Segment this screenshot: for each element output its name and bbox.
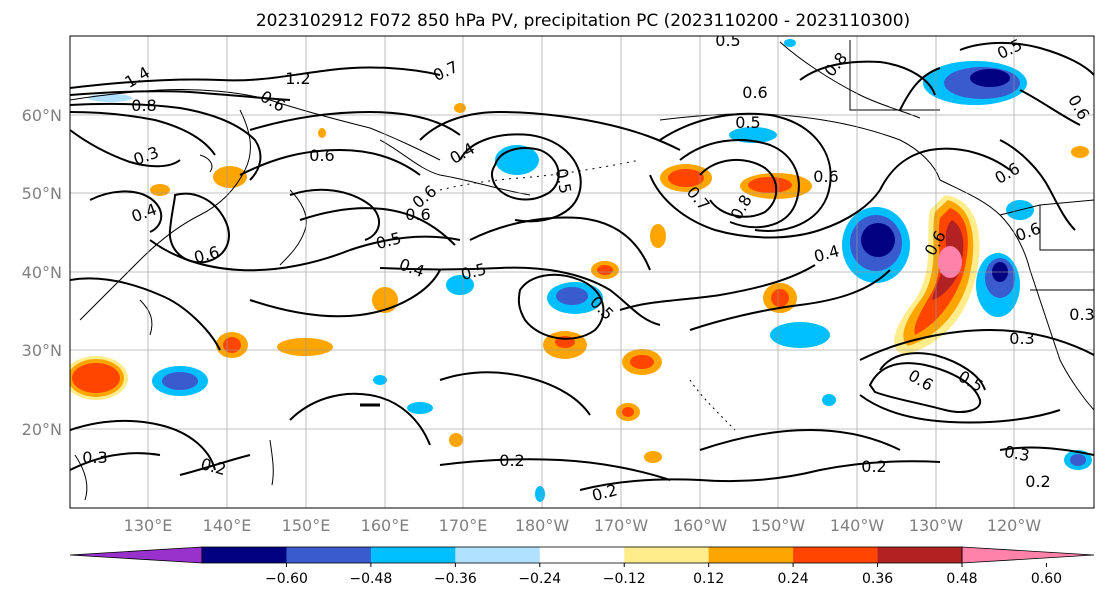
colorbar-tick-label: 0.36 [862, 571, 893, 587]
colorbar-ticks: −0.60 −0.48 −0.36 −0.24 −0.12 0.12 0.24 0.36 0.4… [265, 563, 1062, 587]
contour-label: 1.2 [285, 69, 310, 88]
contour-label: 0.2 [499, 451, 524, 470]
contour-label: 0.3 [82, 448, 107, 467]
lon-label: 170°W [594, 516, 649, 535]
contour-label: 0.5 [715, 31, 740, 50]
graticule [70, 36, 1094, 508]
contour-label: 0.6 [813, 167, 838, 186]
colorbar-segments [69, 546, 1095, 564]
lon-label: 150°E [282, 516, 331, 535]
contour-label: 0.8 [131, 96, 156, 115]
colorbar-tick-label: −0.48 [349, 571, 392, 587]
colorbar-tick-label: 0.48 [946, 571, 977, 587]
lon-label: 140°W [830, 516, 885, 535]
contour-label: 0.3 [1003, 442, 1031, 465]
colorbar-tick-label: −0.12 [603, 571, 646, 587]
lon-label: 130°W [909, 516, 964, 535]
colorbar-segment [624, 547, 710, 563]
lon-label: 160°E [361, 516, 410, 535]
colorbar-max-extension [961, 546, 1095, 564]
lon-label: 130°E [124, 516, 173, 535]
colorbar: −0.60 −0.48 −0.36 −0.24 −0.12 0.12 0.24 0.36 0.4… [69, 546, 1095, 587]
contour-label: 0.2 [1025, 472, 1050, 491]
contour-label: 0.3 [1069, 305, 1094, 324]
pv-contours [70, 41, 1094, 491]
colorbar-tick-label: −0.36 [434, 571, 477, 587]
contour-label: 0.6 [742, 83, 767, 102]
contour-label: 0.5 [735, 113, 760, 132]
colorbar-segment [370, 547, 456, 563]
lon-label: 170°E [439, 516, 488, 535]
longitude-labels: 130°E 140°E 150°E 160°E 170°E 180°W 170°… [124, 516, 1042, 535]
colorbar-tick-label: −0.24 [518, 571, 561, 587]
lat-label: 50°N [22, 184, 62, 203]
colorbar-tick-label: 0.12 [693, 571, 724, 587]
lat-label: 30°N [22, 341, 62, 360]
colorbar-min-extension [69, 546, 203, 564]
colorbar-tick-label: 0.60 [1031, 571, 1062, 587]
lon-label: 150°W [751, 516, 806, 535]
colorbar-segment [708, 547, 794, 563]
map-area: 0.5 1.4 0.7 1.2 0.8 0.6 0.3 0.4 0.5 0.4 … [69, 31, 1095, 509]
colorbar-outline [201, 546, 963, 564]
colorbar-segment [877, 547, 963, 563]
colorbar-tick-label: 0.24 [778, 571, 809, 587]
colorbar-segment [286, 547, 372, 563]
colorbar-segment [455, 547, 541, 563]
colorbar-segment [202, 547, 287, 563]
contour-label: 0.5 [552, 167, 575, 195]
lon-label: 140°E [203, 516, 252, 535]
precipitation-shading [70, 39, 1092, 502]
contour-label: 0.2 [861, 457, 886, 476]
lat-label: 20°N [22, 420, 62, 439]
latitude-labels: 60°N 50°N 40°N 30°N 20°N [22, 106, 62, 439]
contour-label: 0.6 [309, 146, 334, 165]
contour-label: 0.6 [405, 205, 430, 224]
lat-label: 60°N [22, 106, 62, 125]
lon-label: 120°W [987, 516, 1042, 535]
colorbar-segment [793, 547, 879, 563]
lon-label: 160°W [673, 516, 728, 535]
contour-label: 0.3 [1009, 329, 1034, 348]
map-title: 2023102912 F072 850 hPa PV, precipitatio… [256, 11, 910, 31]
colorbar-segment [539, 547, 625, 563]
lat-label: 40°N [22, 263, 62, 282]
lon-label: 180°W [515, 516, 570, 535]
colorbar-tick-label: −0.60 [265, 571, 308, 587]
